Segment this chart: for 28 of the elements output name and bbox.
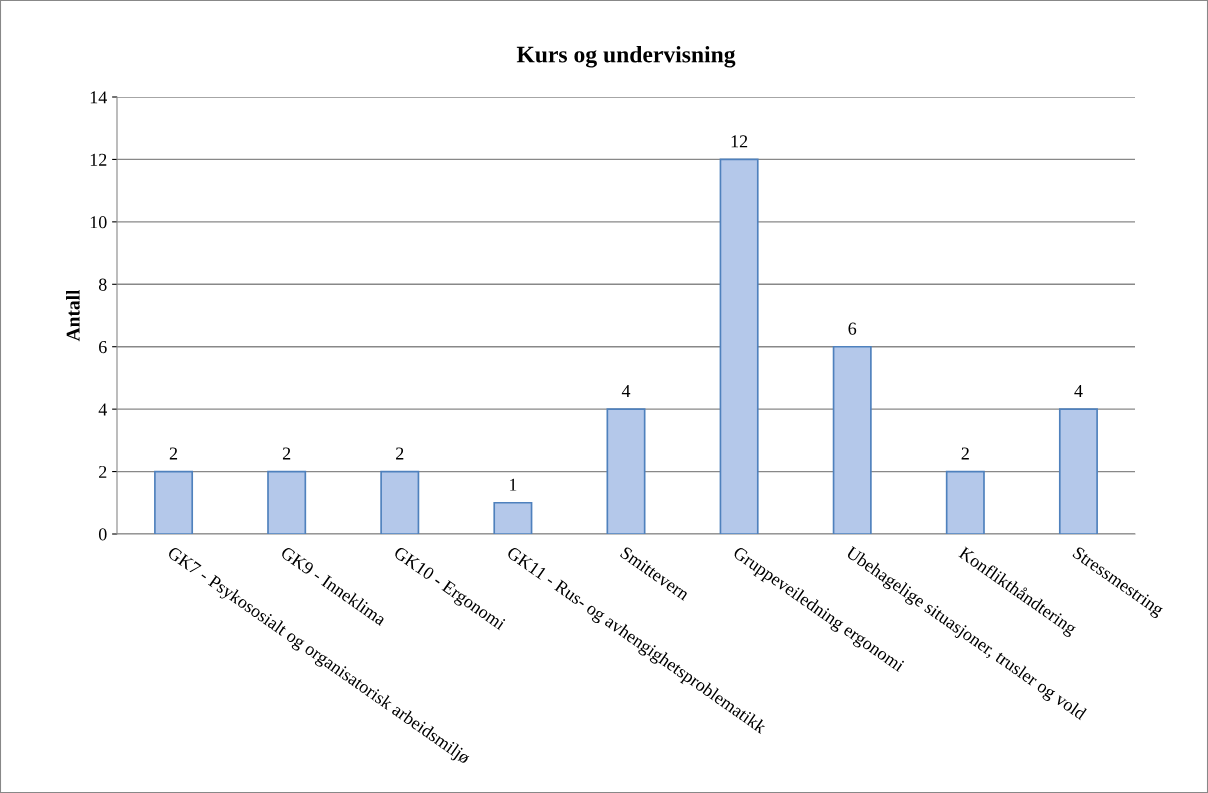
bar [945, 470, 985, 534]
bar [1058, 408, 1098, 534]
y-tick-label: 6 [99, 341, 107, 354]
y-tick-label: 4 [98, 403, 107, 416]
bar [154, 470, 194, 534]
y-tick-label: 8 [98, 278, 107, 291]
y-tick-label: 14 [90, 91, 107, 104]
data-label: 2 [396, 447, 404, 460]
bar [493, 501, 533, 534]
bar [267, 470, 307, 534]
y-axis-title: Antall [66, 289, 80, 342]
y-tick-label: 10 [90, 216, 107, 229]
y-tick-label: 2 [99, 465, 107, 478]
data-label: 4 [1074, 385, 1083, 397]
bar [380, 470, 420, 534]
data-label: 4 [621, 385, 631, 397]
bar [832, 345, 872, 534]
y-tick-label: 0 [98, 528, 107, 541]
data-label: 12 [731, 135, 748, 148]
data-label: 1 [509, 478, 517, 491]
data-label: 2 [961, 447, 969, 460]
y-tick-label: 12 [90, 153, 107, 166]
bar [606, 408, 646, 534]
data-label: 2 [169, 447, 178, 460]
chart-title: Kurs og undervisning [516, 45, 736, 68]
data-label: 6 [848, 322, 857, 335]
data-label: 2 [282, 447, 291, 460]
bar [719, 158, 759, 534]
